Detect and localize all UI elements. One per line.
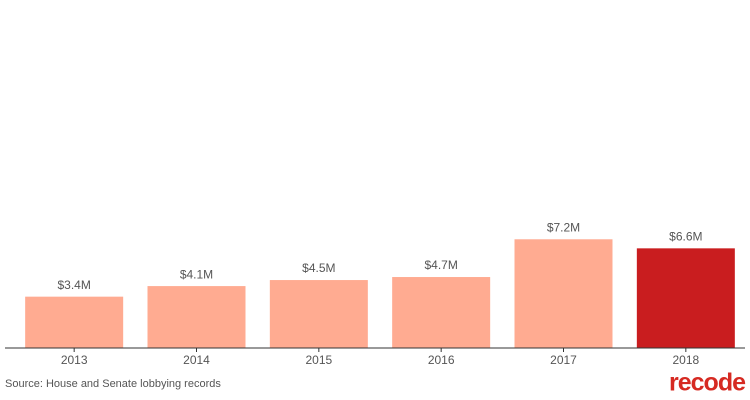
value-label: $7.2M	[547, 220, 580, 234]
source-note: Source: House and Senate lobbying record…	[5, 378, 221, 390]
bar	[514, 239, 613, 348]
x-tick-label: 2016	[428, 353, 455, 367]
x-tick-label: 2018	[672, 353, 699, 367]
value-label: $4.1M	[180, 267, 213, 281]
value-label: $3.4M	[57, 278, 90, 292]
x-tick-label: 2014	[183, 353, 210, 367]
logo: recode	[669, 369, 746, 397]
bar	[392, 277, 491, 348]
value-label: $6.6M	[669, 230, 702, 244]
x-tick-label: 2015	[305, 353, 332, 367]
value-label: $4.5M	[302, 261, 335, 275]
x-tick-label: 2013	[61, 353, 88, 367]
bar	[147, 286, 246, 348]
bar	[269, 280, 368, 348]
x-tick-label: 2017	[550, 353, 577, 367]
bar	[636, 248, 735, 348]
value-label: $4.7M	[424, 258, 457, 272]
bar	[25, 296, 124, 348]
